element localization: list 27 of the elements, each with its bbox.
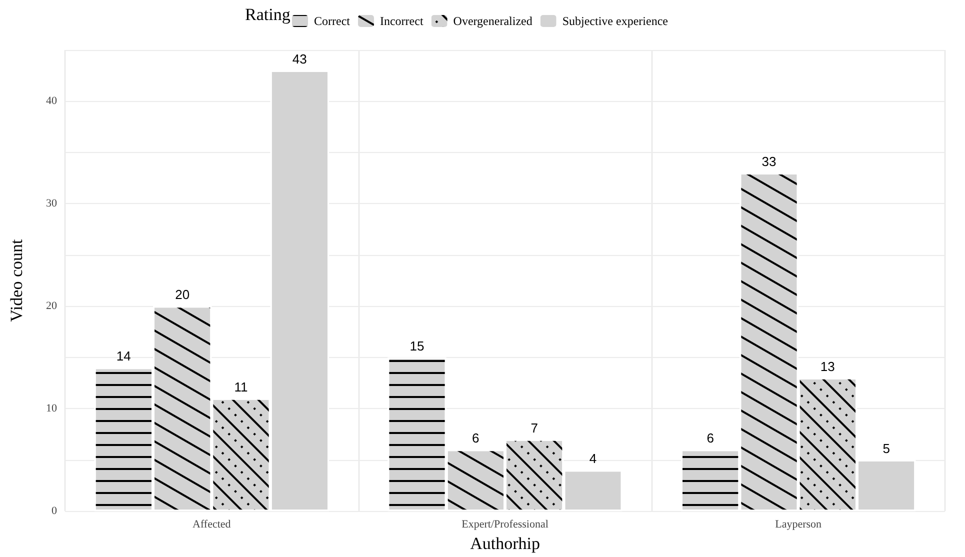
data-label: 6	[472, 430, 480, 446]
data-label: 6	[706, 430, 714, 446]
y-tick-label: 30	[46, 198, 58, 210]
y-tick-label: 40	[46, 95, 58, 108]
data-label: 5	[882, 440, 890, 456]
x-axis-title: Authorhip	[470, 534, 540, 553]
x-tick-label: Layperson	[775, 518, 822, 531]
x-tick-label: Expert/Professional	[462, 518, 548, 531]
legend-label: Overgeneralized	[453, 14, 532, 28]
y-tick-label: 0	[52, 505, 58, 518]
legend-label: Subjective experience	[562, 14, 668, 28]
data-label: 14	[116, 348, 131, 364]
legend-label: Correct	[314, 14, 351, 28]
data-label: 43	[292, 51, 307, 66]
legend-label: Incorrect	[380, 14, 424, 28]
data-label: 33	[762, 154, 776, 169]
data-label: 4	[589, 451, 597, 466]
y-tick-label: 20	[46, 300, 58, 312]
data-label: 20	[175, 287, 190, 302]
data-label: 11	[234, 379, 248, 394]
legend-title: Rating	[245, 5, 291, 24]
data-label: 13	[820, 358, 835, 374]
x-tick-label: Affected	[192, 518, 232, 531]
data-label: 15	[410, 338, 424, 354]
data-label: 7	[530, 420, 538, 436]
y-axis-title: Video count	[7, 239, 26, 322]
y-tick-label: 10	[46, 402, 58, 415]
